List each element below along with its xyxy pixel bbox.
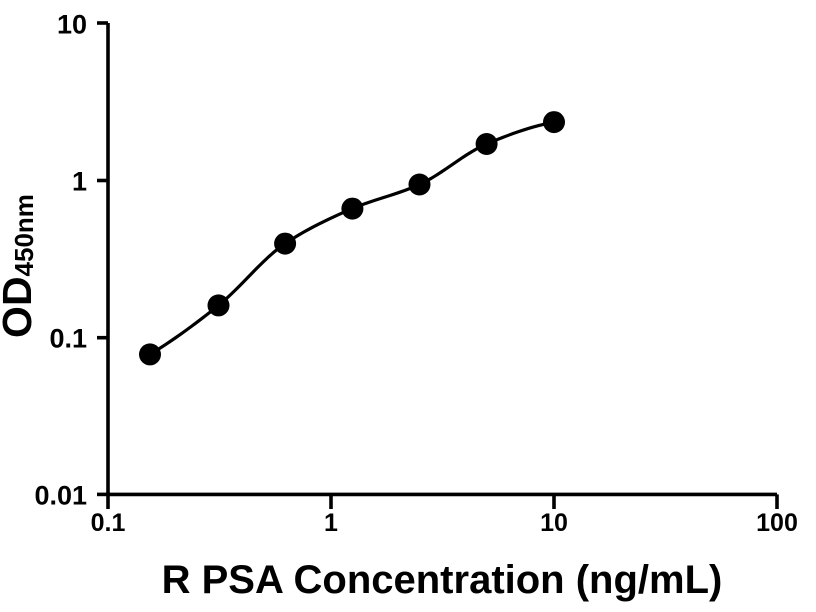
svg-text:R PSA Concentration (ng/mL): R PSA Concentration (ng/mL) [162, 558, 723, 602]
svg-text:1: 1 [324, 509, 338, 537]
svg-text:OD450nm: OD450nm [0, 194, 40, 338]
svg-text:10: 10 [57, 10, 87, 40]
svg-text:100: 100 [756, 509, 798, 537]
svg-text:0.1: 0.1 [91, 509, 126, 537]
svg-text:10: 10 [540, 509, 568, 537]
svg-text:0.01: 0.01 [34, 480, 87, 510]
svg-text:0.1: 0.1 [49, 324, 87, 354]
svg-text:1: 1 [72, 167, 87, 197]
